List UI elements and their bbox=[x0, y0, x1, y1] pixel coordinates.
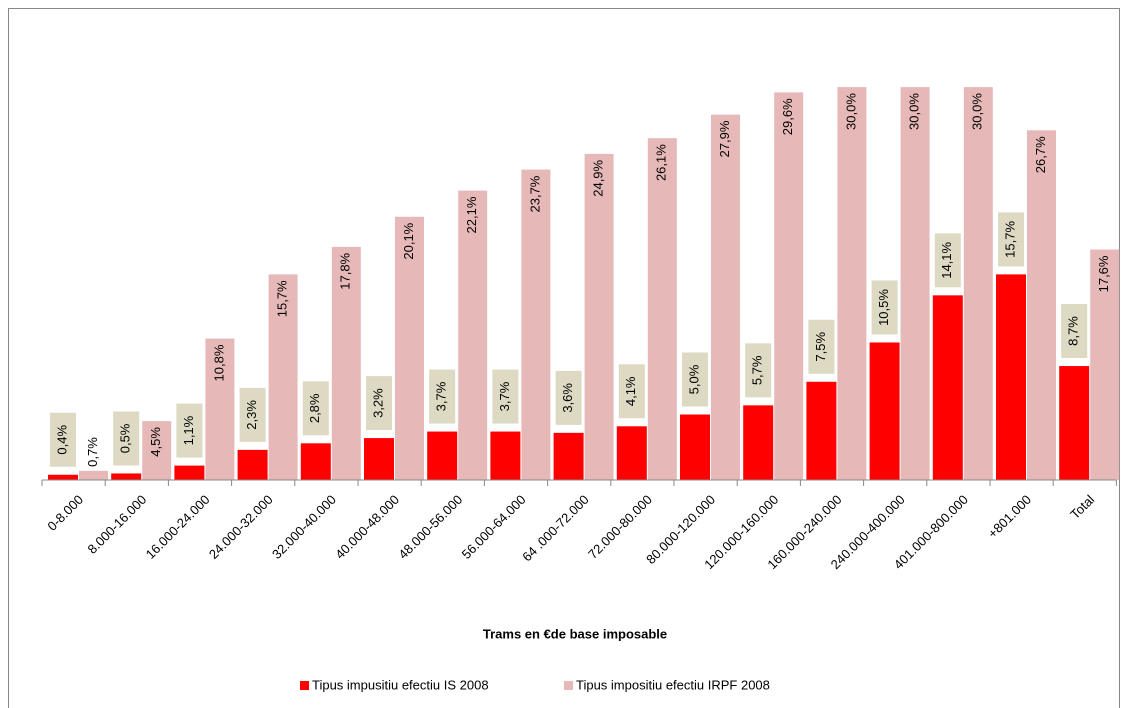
data-label: 30,0% bbox=[970, 93, 985, 130]
data-label: 17,6% bbox=[1096, 255, 1111, 292]
bar bbox=[237, 449, 268, 480]
data-label: 4,1% bbox=[623, 376, 638, 406]
bar bbox=[300, 443, 331, 480]
bar bbox=[837, 87, 867, 480]
bar bbox=[806, 381, 837, 480]
legend-label: Tipus impositiu efectiu IRPF 2008 bbox=[576, 677, 770, 692]
label-background bbox=[239, 387, 266, 442]
legend-swatch bbox=[300, 681, 309, 690]
label-background bbox=[808, 319, 835, 374]
label-background bbox=[555, 370, 582, 425]
data-label: 30,0% bbox=[843, 93, 858, 130]
data-label: 15,7% bbox=[1002, 221, 1017, 258]
bar bbox=[268, 274, 298, 480]
bar bbox=[1090, 249, 1120, 480]
bar bbox=[616, 426, 647, 480]
label-background bbox=[998, 212, 1024, 267]
data-label: 3,7% bbox=[434, 381, 449, 411]
data-label: 3,7% bbox=[497, 381, 512, 411]
legend-label: Tipus impusitiu efectiu IS 2008 bbox=[312, 677, 489, 692]
data-label: 26,7% bbox=[1033, 136, 1048, 173]
bar bbox=[963, 87, 993, 480]
label-background bbox=[366, 376, 392, 431]
bar bbox=[174, 465, 205, 480]
data-label: 5,7% bbox=[750, 355, 765, 385]
bar bbox=[79, 470, 108, 480]
data-label: 4,5% bbox=[148, 427, 163, 457]
bar bbox=[711, 114, 740, 480]
data-label: 30,0% bbox=[907, 93, 922, 130]
bar bbox=[647, 138, 677, 480]
data-label: 2,8% bbox=[307, 393, 322, 423]
bar bbox=[48, 474, 78, 480]
bar bbox=[111, 473, 142, 480]
bar bbox=[869, 342, 900, 480]
label-background bbox=[50, 412, 76, 467]
data-label: 10,5% bbox=[876, 289, 891, 326]
data-label: 8,7% bbox=[1066, 316, 1081, 346]
bar bbox=[142, 421, 172, 480]
bar bbox=[1027, 130, 1056, 480]
data-label: 0,7% bbox=[85, 437, 100, 467]
data-label: 24,9% bbox=[591, 159, 606, 196]
bar bbox=[395, 216, 424, 481]
data-label: 27,9% bbox=[717, 120, 732, 157]
x-axis-title: Trams en €de base imposable bbox=[483, 626, 667, 641]
data-label: 5,0% bbox=[686, 364, 701, 394]
data-label: 17,8% bbox=[338, 252, 353, 289]
label-background bbox=[1061, 304, 1088, 359]
bar bbox=[774, 92, 804, 481]
label-background bbox=[682, 352, 708, 407]
legend-swatch bbox=[564, 681, 573, 690]
bar bbox=[427, 431, 458, 480]
bar bbox=[364, 438, 394, 480]
data-label: 29,6% bbox=[780, 98, 795, 135]
bar bbox=[331, 246, 361, 480]
label-background bbox=[934, 233, 961, 288]
bar bbox=[900, 87, 930, 480]
data-label: 7,5% bbox=[813, 332, 828, 362]
data-label: 14,1% bbox=[939, 241, 954, 278]
bar bbox=[458, 190, 488, 481]
bar bbox=[205, 338, 235, 480]
bar bbox=[680, 414, 710, 480]
label-background bbox=[492, 369, 519, 424]
bar bbox=[521, 169, 551, 480]
label-background bbox=[302, 381, 329, 436]
data-label: 10,8% bbox=[211, 344, 226, 381]
bar bbox=[1059, 366, 1090, 480]
bar bbox=[996, 274, 1026, 480]
data-label: 22,1% bbox=[464, 196, 479, 233]
bar bbox=[743, 405, 774, 480]
data-label: 26,1% bbox=[654, 144, 669, 181]
bar bbox=[932, 295, 963, 480]
data-label: 2,3% bbox=[244, 400, 259, 430]
label-background bbox=[745, 343, 772, 398]
label-background bbox=[176, 403, 203, 458]
label-background bbox=[871, 280, 898, 335]
bar bbox=[584, 153, 614, 480]
label-background bbox=[429, 369, 456, 424]
data-label: 1,1% bbox=[181, 415, 196, 445]
data-label: 20,1% bbox=[401, 222, 416, 259]
label-background bbox=[618, 364, 645, 419]
data-label: 3,2% bbox=[370, 388, 385, 418]
data-label: 23,7% bbox=[527, 175, 542, 212]
bar bbox=[553, 432, 584, 480]
data-label: 0,4% bbox=[54, 425, 69, 455]
data-label: 15,7% bbox=[275, 280, 290, 317]
label-background bbox=[113, 411, 140, 466]
bar bbox=[490, 431, 521, 480]
data-label: 0,5% bbox=[118, 423, 133, 453]
data-label: 3,6% bbox=[560, 383, 575, 413]
